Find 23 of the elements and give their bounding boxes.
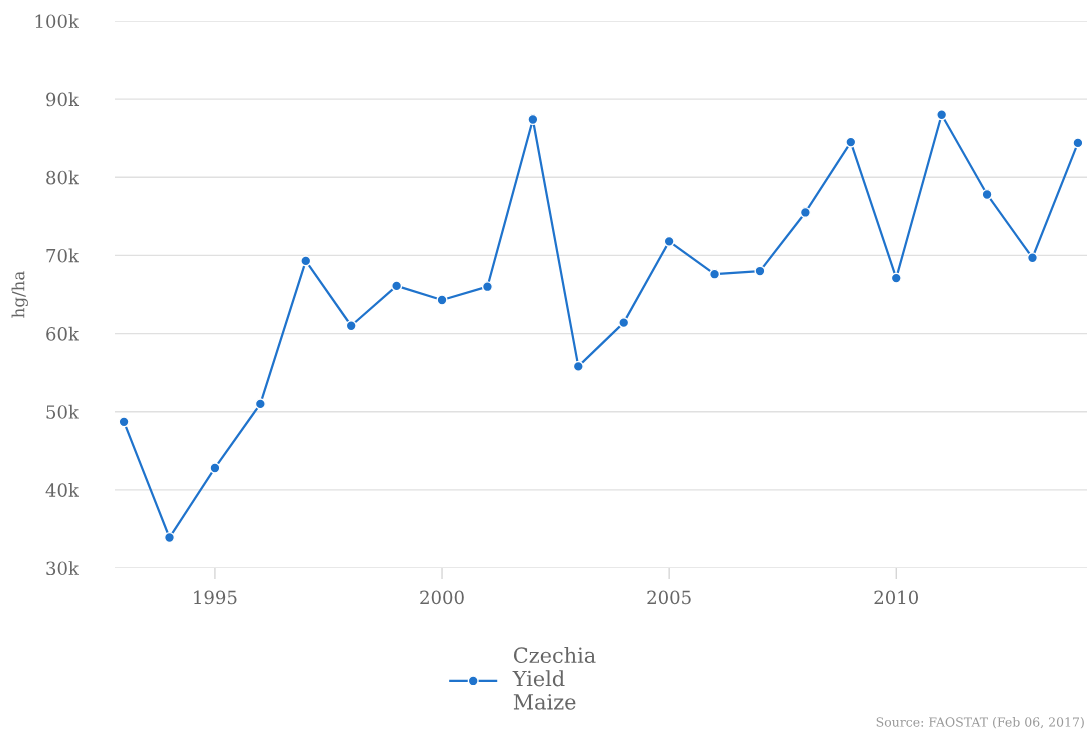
point xyxy=(1072,137,1084,149)
y-tick-label: 50k xyxy=(46,404,80,419)
point xyxy=(163,531,176,544)
point xyxy=(663,235,675,247)
x-tick-label: 2005 xyxy=(647,590,691,605)
legend-label: Czechia Yield Maize xyxy=(512,646,596,710)
y-tick-label: 90k xyxy=(46,92,80,107)
x-tick-label: 2000 xyxy=(420,590,464,605)
x-tick-label: 2010 xyxy=(874,590,919,605)
point xyxy=(754,265,766,277)
y-tick-label: 60k xyxy=(46,326,80,341)
y-axis-title: hg/ha xyxy=(11,271,28,318)
y-tick-label: 30k xyxy=(46,561,80,576)
y-tick-label: 100k xyxy=(35,14,80,29)
x-tick-label: 1995 xyxy=(194,590,237,605)
point xyxy=(391,280,403,292)
y-tick-label: 40k xyxy=(45,483,80,497)
y-tick-label: 80k xyxy=(46,170,80,185)
point xyxy=(708,268,721,280)
source-note: Source: FAOSTAT (Feb 06, 2017) xyxy=(876,717,1084,729)
point xyxy=(436,294,448,306)
y-tick-label: 70k xyxy=(46,248,80,263)
point xyxy=(981,188,993,201)
